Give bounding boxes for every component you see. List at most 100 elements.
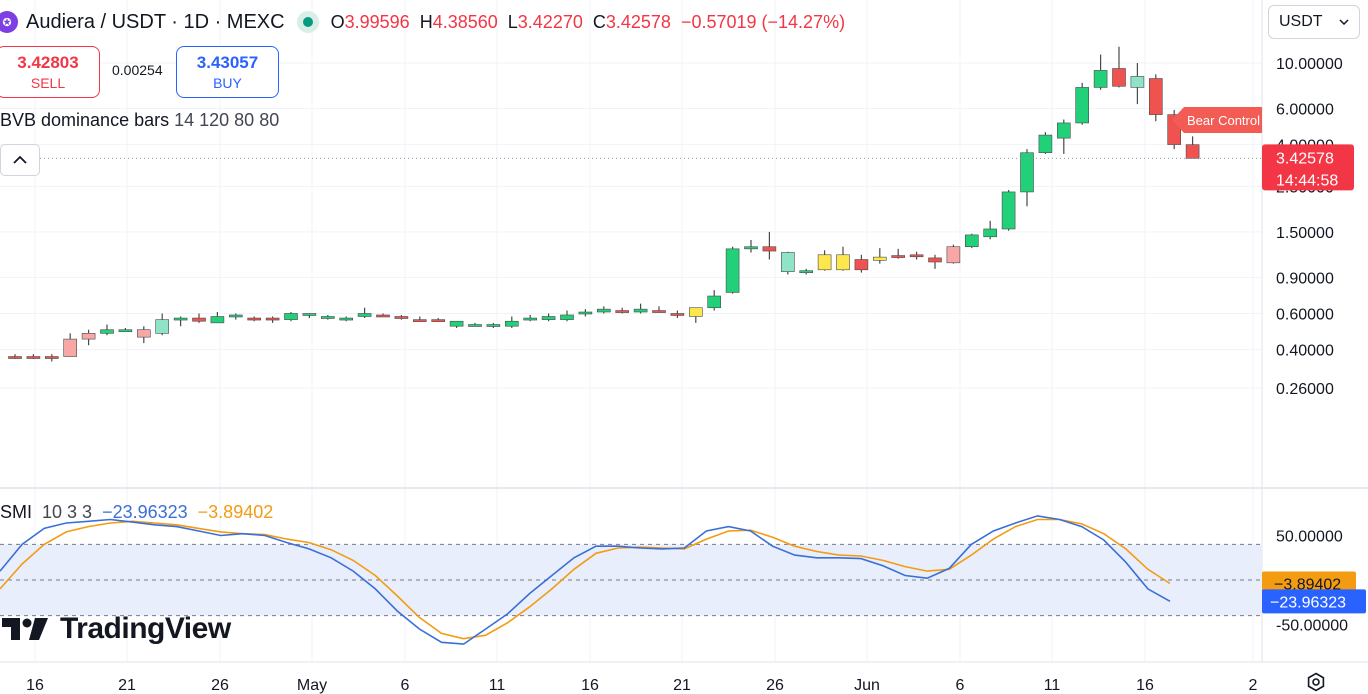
tradingview-logo[interactable]: TradingView [2, 612, 231, 646]
candle-body [1038, 134, 1053, 154]
candle-body [928, 257, 942, 263]
symbol-header: ✪ Audiera / USDT · 1D · MEXC O3.99596 H4… [0, 8, 845, 36]
candle-body [320, 316, 335, 319]
smi-signal-badge-label: −3.89402 [1274, 576, 1341, 593]
candle-body [412, 319, 427, 322]
main-indicator-args: 14 120 80 80 [174, 110, 280, 130]
candle-body [63, 338, 78, 357]
candle-body [670, 313, 685, 316]
x-tick-label: 21 [673, 677, 691, 694]
candle-body [449, 320, 464, 327]
smi-signal-value: −3.89402 [197, 502, 274, 522]
currency-selector[interactable]: USDT [1268, 5, 1360, 39]
x-tick-label: 21 [118, 677, 136, 694]
price-tick-label: 0.40000 [1276, 343, 1334, 360]
candle-body [302, 313, 317, 316]
close-value: 3.42578 [605, 11, 671, 32]
smi-value: −23.96323 [102, 502, 188, 522]
candle-body [707, 295, 722, 309]
annotation-bubble [1172, 107, 1262, 133]
candle-body [596, 308, 611, 313]
collapse-legend-button[interactable] [0, 144, 40, 176]
main-indicator-legend[interactable]: BVB dominance bars 14 120 80 80 [0, 110, 279, 131]
x-tick-label: 11 [1044, 677, 1061, 694]
candle-body [1149, 78, 1163, 115]
countdown-label: 14:44:58 [1276, 172, 1338, 189]
price-tick-label: 0.26000 [1276, 381, 1334, 398]
smi-name: SMI [0, 502, 33, 522]
candle-body [468, 324, 482, 327]
market-status-icon[interactable] [296, 11, 319, 33]
sell-button[interactable]: 3.42803 SELL [0, 46, 100, 98]
candle-body [964, 234, 979, 248]
candle-body [431, 319, 446, 322]
smi-series-line [0, 518, 1171, 640]
candle-body [8, 356, 22, 359]
candle-body [118, 329, 133, 333]
price-tick-label: 10.00000 [1276, 56, 1343, 73]
open-value: 3.99596 [344, 11, 410, 32]
smi-args: 10 3 3 [42, 502, 93, 522]
open-label: O [330, 11, 345, 32]
candle-body [357, 313, 372, 317]
candle-body [155, 319, 169, 334]
sell-price: 3.42803 [17, 53, 79, 72]
price-tick-label: 0.60000 [1276, 306, 1334, 323]
smi-badge-label: −23.96323 [1270, 594, 1346, 611]
chevron-up-icon [13, 155, 27, 164]
x-tick-label: 16 [581, 677, 599, 694]
buy-button[interactable]: 3.43057 BUY [176, 46, 279, 98]
candle-body [173, 317, 188, 321]
x-tick-label: 26 [766, 677, 784, 694]
candle-body [891, 255, 906, 258]
buy-price: 3.43057 [196, 53, 259, 72]
low-value: 3.42270 [517, 11, 583, 32]
x-tick-label: 16 [1136, 677, 1154, 694]
candle-body [854, 259, 869, 271]
low-label: L [507, 11, 518, 32]
price-tick-label: 0.90000 [1276, 270, 1334, 287]
candle-body [744, 246, 758, 250]
candle-body [688, 307, 703, 317]
sell-label: SELL [30, 75, 66, 91]
x-tick-label: May [297, 677, 327, 694]
candle-body [44, 356, 59, 359]
candle-body [633, 308, 648, 313]
candle-body [339, 317, 354, 321]
candle-body [817, 254, 832, 271]
x-tick-label: 6 [956, 677, 965, 694]
candle-body [376, 314, 390, 318]
candle-body [81, 333, 96, 340]
spread-value: 0.00254 [112, 62, 163, 78]
candle-body [229, 314, 243, 318]
candle-body [578, 311, 593, 315]
smi-legend[interactable]: SMI 10 3 3 −23.96323 −3.89402 [0, 502, 273, 523]
close-label: C [592, 11, 606, 32]
candle-body [909, 254, 924, 258]
symbol-title[interactable]: Audiera / USDT · 1D · MEXC [26, 10, 285, 33]
annotation-label: Bear Control [1187, 113, 1260, 128]
candle-body [1020, 152, 1034, 193]
candle-body [780, 252, 795, 272]
candle-body [983, 228, 998, 238]
x-tick-label: 2 [1249, 677, 1258, 694]
candle-body [872, 256, 887, 261]
candle-body [137, 329, 151, 338]
candle-body [836, 254, 850, 271]
high-value: 4.38560 [432, 11, 498, 32]
candle-body [946, 246, 961, 264]
candle-body [1112, 68, 1126, 87]
candle-body [265, 317, 280, 321]
logo-text: TradingView [60, 612, 231, 645]
candle-body [210, 316, 225, 324]
candle-body [247, 317, 261, 321]
candle-body [523, 317, 538, 321]
chevron-down-icon [1339, 19, 1349, 25]
candle-body [26, 356, 41, 359]
candle-body [1185, 144, 1200, 159]
ohlc-values: O3.99596 H4.38560 L3.42270 C3.42578 −0.5… [331, 12, 845, 33]
smi-tick-label: 50.00000 [1276, 529, 1343, 546]
coin-logo-icon: ✪ [0, 11, 18, 33]
settings-gear-icon[interactable] [1306, 672, 1326, 692]
